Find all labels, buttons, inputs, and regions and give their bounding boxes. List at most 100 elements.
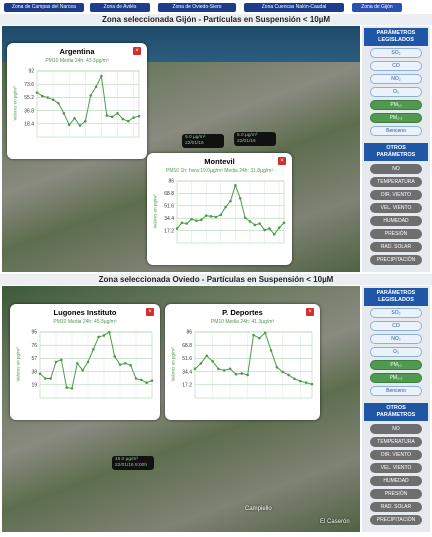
parameter-button[interactable]: PRECIPITACIÓN (370, 515, 422, 525)
parameter-button[interactable]: VEL. VIENTO (370, 203, 422, 213)
parameter-button[interactable]: DIR. VIENTO (370, 450, 422, 460)
point (214, 215, 218, 219)
parameter-button[interactable]: NO (370, 164, 422, 174)
popup-subtitle: PM10 Media 24h: 43.3µg/m³ (45, 58, 109, 64)
y-tick-label: 86 (186, 330, 192, 336)
point (293, 377, 296, 381)
parameter-button[interactable]: RAD. SOLAR (370, 242, 422, 252)
parameter-button[interactable]: PRESIÓN (370, 489, 422, 499)
y-tick-label: 57 (31, 356, 37, 362)
popup: Argentina × PM10 Media 24h: 43.3µg/m³ 18.4 3… (7, 43, 147, 159)
chart: 17.2 34.4 51.6 68.8 86 (164, 179, 286, 244)
parameter-button[interactable]: O₃ (370, 347, 422, 357)
parameter-button[interactable]: VEL. VIENTO (370, 463, 422, 473)
parameter-button[interactable]: TEMPERATURA (370, 437, 422, 447)
point (228, 367, 232, 371)
parameter-button[interactable]: CO (370, 321, 422, 331)
nav-button[interactable]: Zona de Gijón (352, 3, 402, 12)
close-button[interactable]: × (278, 157, 286, 165)
point (199, 362, 203, 365)
parameter-button[interactable]: Benceno (370, 126, 422, 136)
parameter-button[interactable]: SO₂ (370, 48, 422, 58)
map-label: 9.0 µg/m³ 22/01/16 (182, 134, 224, 148)
point (54, 360, 58, 364)
y-tick-label: 36.8 (24, 108, 34, 114)
map: 9.0 µg/m³ 22/01/16 5.0 µg/m³ 22/01/16 Arge… (2, 26, 360, 272)
parameter-button[interactable]: PM₁₀ (370, 100, 422, 110)
map-label: 5.0 µg/m³ 22/01/16 (234, 132, 276, 146)
y-tick-label: 17.2 (164, 228, 174, 234)
chart: 18.4 36.8 55.2 73.6 92 (24, 69, 141, 138)
nav-button[interactable]: Zona de Oviedo-Siero (158, 3, 236, 12)
parameter-button[interactable]: PRESIÓN (370, 229, 422, 239)
nav-button[interactable]: Zona Cuencas Nalón-Caudal (244, 3, 344, 12)
point (49, 377, 52, 380)
point (150, 379, 154, 382)
parameter-button[interactable]: CO (370, 61, 422, 71)
popup-title: Lugones Instituto (53, 308, 117, 317)
parameter-button[interactable]: HUMEDAD (370, 476, 422, 486)
y-tick-label: 68.8 (164, 191, 174, 197)
point (84, 119, 87, 123)
point (268, 227, 271, 230)
point (229, 199, 232, 203)
point (287, 373, 290, 377)
parameter-button[interactable]: SO₂ (370, 308, 422, 318)
close-button[interactable]: × (146, 308, 154, 316)
line (176, 183, 285, 236)
point (86, 360, 90, 364)
point (240, 372, 244, 375)
parameter-button[interactable]: TEMPERATURA (370, 177, 422, 187)
point (121, 117, 125, 121)
point (269, 349, 273, 352)
parameter-button[interactable]: O₃ (370, 87, 422, 97)
point (238, 197, 242, 200)
point (234, 372, 238, 376)
parameter-button[interactable]: PM₁₀ (370, 360, 422, 370)
point (78, 124, 82, 127)
popup-subtitle: PM10 Media 24h: 41.3µg/m³ (210, 319, 275, 325)
point (38, 372, 42, 375)
y-axis-label: Valores en µg/m³ (15, 347, 21, 382)
parameter-button[interactable]: NO₂ (370, 74, 422, 84)
nav-button[interactable]: Zona de Campas del Narcea (4, 3, 84, 12)
parameter-button[interactable]: NO₂ (370, 334, 422, 344)
parameter-button[interactable]: Benceno (370, 386, 422, 396)
y-tick-label: 76 (31, 343, 37, 349)
place-label: Campiello (245, 506, 272, 512)
parameter-button[interactable]: PRECIPITACIÓN (370, 255, 422, 265)
parameter-button[interactable]: RAD. SOLAR (370, 502, 422, 512)
popup-subtitle: PM10 Media 24h: 45.9µg/m³ (53, 319, 117, 325)
y-tick-label: 92 (28, 69, 34, 75)
point (195, 219, 198, 222)
popup: Lugones Instituto × PM10 Media 24h: 45.9µg… (10, 304, 160, 420)
point (258, 336, 261, 340)
point (140, 378, 143, 382)
parameter-button[interactable]: PM₂.₅ (370, 113, 422, 123)
y-tick-label: 18.4 (24, 122, 34, 128)
nav-button[interactable]: Zona de Avilés (90, 3, 150, 12)
map: 15.0 µg/m³ 22/01/16 8:00h Campiello El Cas… (2, 286, 360, 532)
point (299, 379, 302, 383)
point (252, 333, 255, 337)
y-tick-label: 51.6 (182, 356, 192, 362)
close-button[interactable]: × (306, 308, 314, 316)
popup-title: Argentina (59, 47, 95, 56)
parameter-button[interactable]: HUMEDAD (370, 216, 422, 226)
parameter-button[interactable]: DIR. VIENTO (370, 190, 422, 200)
close-button[interactable]: × (133, 47, 141, 55)
parameter-button[interactable]: NO (370, 424, 422, 434)
y-tick-label: 55.2 (24, 95, 34, 101)
point (81, 368, 84, 372)
point (89, 94, 92, 97)
sidebar-header: OTROS PARÁMETROS (364, 143, 428, 161)
point (263, 331, 267, 335)
y-tick-label: 68.8 (182, 343, 192, 349)
parameter-button[interactable]: PM₂.₅ (370, 373, 422, 383)
point (108, 330, 111, 334)
point (277, 226, 281, 230)
point (67, 123, 71, 127)
y-tick-label: 38 (31, 369, 37, 375)
point (253, 223, 257, 227)
point (275, 366, 279, 369)
